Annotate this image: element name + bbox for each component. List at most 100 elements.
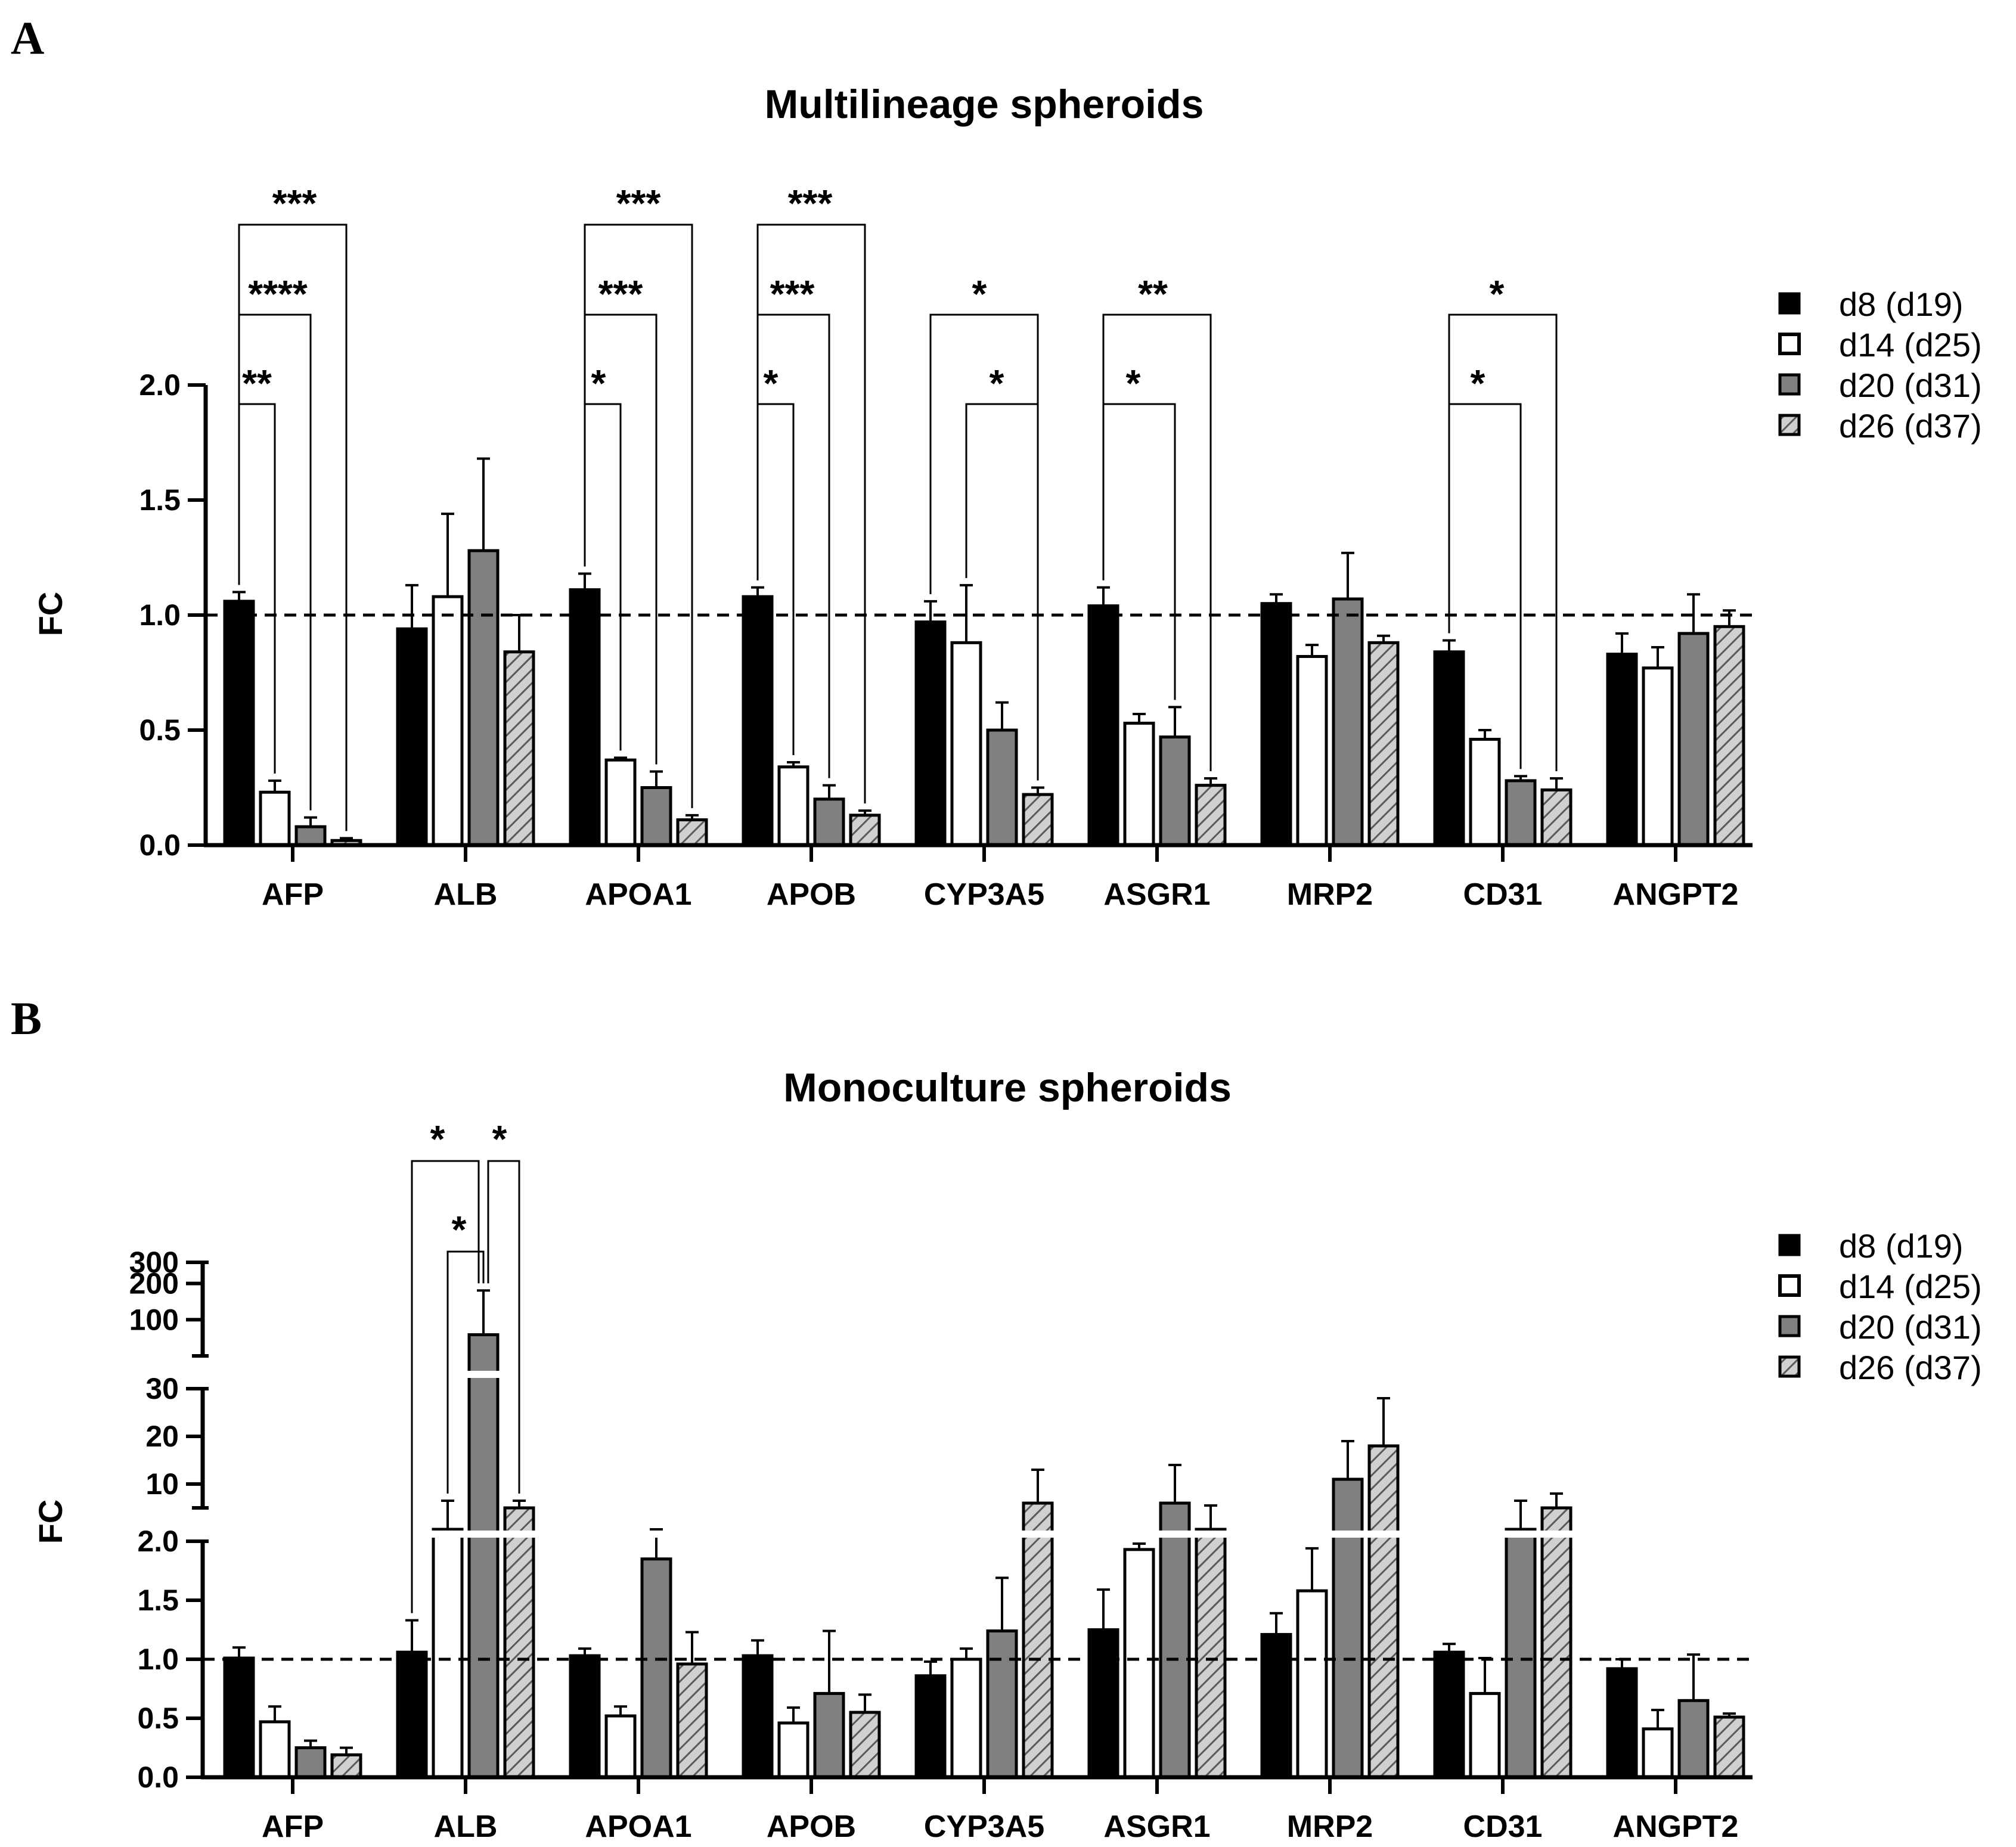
x-tick-label: CYP3A5 — [924, 877, 1044, 912]
y-tick-label: 1.0 — [139, 598, 181, 632]
bar-d8-apoa1 — [569, 1654, 601, 1779]
bar-d20-apob — [813, 1691, 845, 1779]
bar-d20-mrp2 — [1332, 597, 1364, 847]
legend-label-d8: d8 (d19) — [1839, 285, 1964, 323]
bar-d8-alb — [396, 627, 428, 847]
y-tick-label: 1.5 — [137, 1584, 179, 1617]
x-tick-label: CD31 — [1463, 1809, 1543, 1844]
legend-swatch-d20 — [1778, 1315, 1801, 1337]
y-tick-label: 1.5 — [139, 483, 181, 517]
sig-label: *** — [616, 182, 661, 225]
bar-d20-cd31 — [1505, 779, 1537, 847]
sig-label: *** — [788, 182, 833, 225]
x-tick-label: ALB — [434, 877, 498, 912]
panel-b-y-axis-label: FC — [32, 1500, 69, 1544]
panel-a-title: Multilineage spheroids — [765, 82, 1204, 127]
bar-d26-apoa1 — [676, 1662, 708, 1779]
bar-d14-cyp3a5 — [950, 641, 982, 847]
y-tick-label: 20 — [145, 1420, 179, 1453]
x-tick-label: ASGR1 — [1103, 877, 1210, 912]
panel-a-chart: 0.0 0.5 1.0 1.5 2.0 AFP ALB APOA1 APOB CYP3A5 ASGR… — [139, 223, 1753, 912]
legend-label-d8: d8 (d19) — [1839, 1227, 1964, 1265]
bar-d20-afp — [294, 1746, 327, 1779]
bar-d8-afp — [223, 600, 255, 847]
significance-bracket — [411, 1160, 480, 1613]
legend-label-d20: d20 (d31) — [1839, 367, 1982, 404]
bar-d20-asgr1 — [1159, 735, 1191, 847]
x-tick-label: ALB — [434, 1809, 498, 1844]
bar-d14-cd31 — [1469, 737, 1501, 847]
legend-label-d26: d26 (d37) — [1839, 1349, 1982, 1386]
bar-d26-mrp2 — [1367, 1444, 1400, 1779]
bar-d8-angpt2 — [1606, 1667, 1638, 1779]
panel-a-y-axis-label: FC — [32, 592, 69, 637]
x-tick-label: APOB — [767, 1809, 856, 1844]
legend-swatch-d14 — [1778, 333, 1801, 355]
legend-label-d20: d20 (d31) — [1839, 1308, 1982, 1346]
bar-d26-mrp2 — [1367, 641, 1400, 847]
legend-swatch-d20 — [1778, 373, 1801, 396]
x-tick-label: MRP2 — [1287, 877, 1373, 912]
bar-d20-alb — [467, 1333, 500, 1779]
panel-a-significance-labels: *** **** ** *** *** * *** *** * * * ** *… — [242, 182, 1504, 405]
bar-d14-asgr1 — [1123, 1548, 1155, 1779]
x-tick-label: APOA1 — [585, 1809, 691, 1844]
x-tick-label: CD31 — [1463, 877, 1543, 912]
sig-label: *** — [770, 272, 815, 315]
sig-label: * — [452, 1208, 467, 1251]
bar-d26-angpt2 — [1713, 625, 1745, 847]
y-tick-label: 0.5 — [137, 1702, 179, 1735]
bar-d14-alb — [432, 595, 464, 847]
bar-d8-cd31 — [1433, 650, 1465, 847]
x-tick-label: ANGPT2 — [1613, 877, 1739, 912]
bar-d8-cyp3a5 — [914, 1674, 947, 1779]
sig-label: * — [972, 272, 987, 315]
legend-label-d14: d14 (d25) — [1839, 1268, 1982, 1305]
bar-d14-apoa1 — [604, 1714, 637, 1779]
bar-d26-cd31 — [1540, 788, 1573, 847]
sig-label: * — [591, 362, 606, 405]
bar-d14-cd31 — [1469, 1691, 1501, 1779]
bar-d26-apoa1 — [676, 818, 708, 847]
panel-a-letter: A — [11, 12, 44, 64]
legend-swatch-d8 — [1778, 292, 1801, 315]
bar-d8-afp — [223, 1656, 255, 1779]
bar-d8-asgr1 — [1087, 1628, 1119, 1779]
bar-d26-angpt2 — [1713, 1715, 1745, 1779]
significance-bracket — [965, 403, 1039, 781]
bar-d26-alb — [503, 650, 535, 847]
bar-d26-afp — [330, 1753, 362, 1779]
bar-d20-cyp3a5 — [986, 728, 1018, 847]
panel-b-title: Monoculture spheroids — [783, 1065, 1232, 1110]
y-tick-label: 10 — [145, 1467, 179, 1501]
axis-break-gap — [167, 1371, 1753, 1378]
bar-d8-apob — [742, 1654, 774, 1779]
bar-d20-afp — [294, 825, 327, 847]
x-tick-label: CYP3A5 — [924, 1809, 1044, 1844]
bar-d26-cyp3a5 — [1022, 793, 1054, 847]
bar-d8-angpt2 — [1606, 653, 1638, 847]
y-tick-label: 2.0 — [139, 368, 181, 402]
bar-d20-cd31 — [1505, 1528, 1537, 1779]
bar-d26-cd31 — [1540, 1506, 1573, 1779]
legend-swatch-d14 — [1778, 1274, 1801, 1297]
sig-label: * — [990, 362, 1004, 405]
sig-label: ** — [1138, 272, 1168, 315]
bar-d14-apob — [777, 1721, 809, 1779]
y-tick-label: 0.5 — [139, 713, 181, 747]
bar-d8-asgr1 — [1087, 604, 1119, 847]
bar-d8-mrp2 — [1260, 1632, 1292, 1779]
bar-d20-angpt2 — [1677, 1699, 1710, 1779]
bar-d26-asgr1 — [1195, 1528, 1227, 1779]
y-tick-label: 100 — [129, 1303, 179, 1336]
x-tick-label: APOA1 — [585, 877, 691, 912]
sig-label: *** — [272, 182, 317, 225]
bar-d26-cyp3a5 — [1022, 1501, 1054, 1779]
bar-d26-apob — [849, 1711, 881, 1779]
x-tick-label: MRP2 — [1287, 1809, 1373, 1844]
x-tick-label: ASGR1 — [1103, 1809, 1210, 1844]
sig-label: **** — [248, 272, 308, 315]
panel-b-significance-labels: * * * — [430, 1117, 507, 1251]
y-tick-label: 0.0 — [137, 1761, 179, 1794]
